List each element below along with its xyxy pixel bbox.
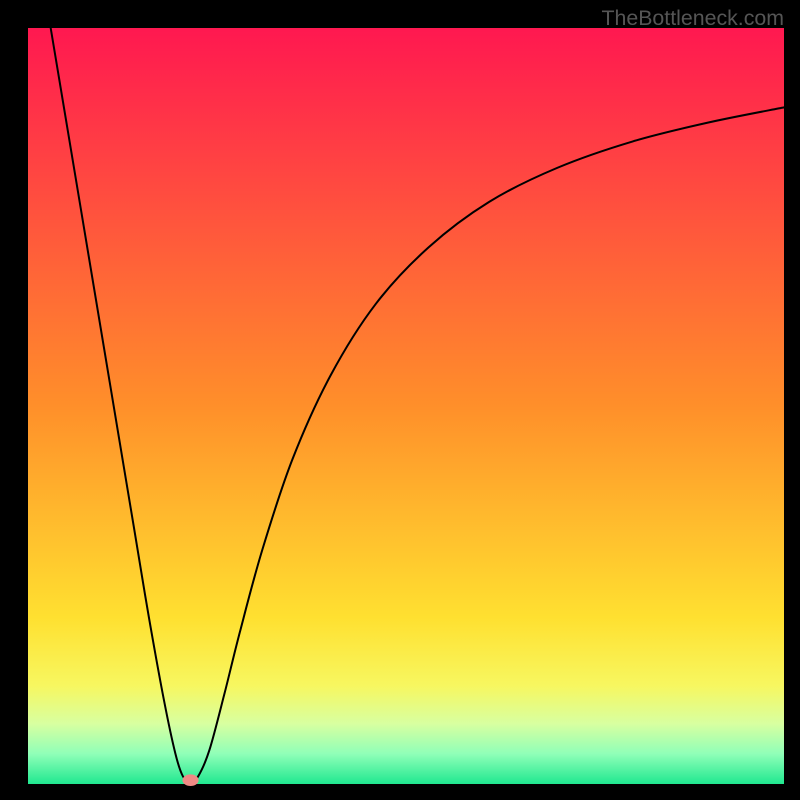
bottleneck-curve	[51, 28, 784, 782]
watermark-text: TheBottleneck.com	[601, 6, 784, 31]
chart-svg	[0, 0, 800, 800]
optimum-marker	[183, 775, 198, 786]
